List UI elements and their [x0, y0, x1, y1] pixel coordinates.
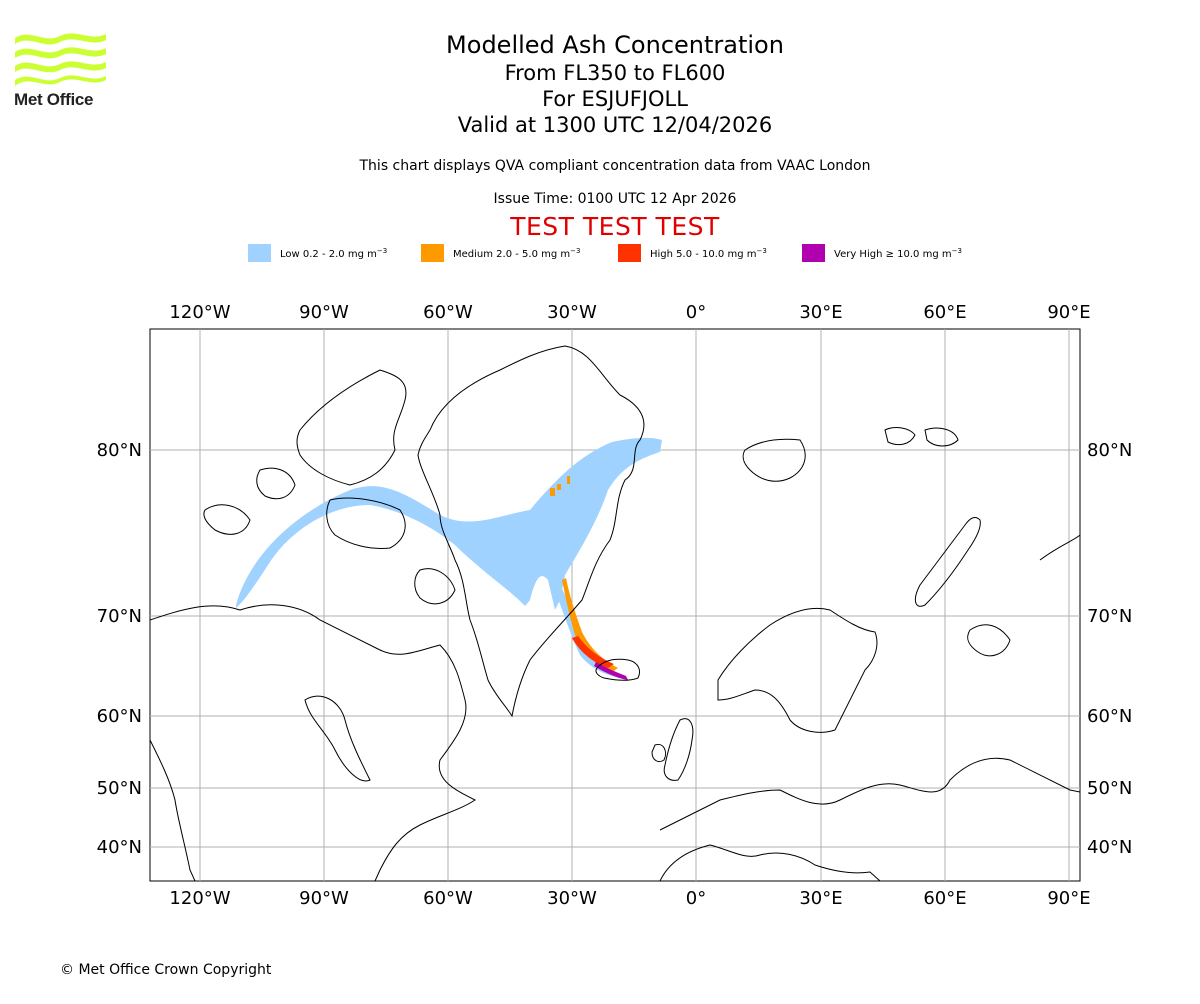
chart-description: This chart displays QVA compliant concen…	[359, 158, 871, 174]
lon-label: 30°W	[547, 888, 597, 909]
chart-title-block: Modelled Ash Concentration From FL350 to…	[0, 30, 1200, 138]
lat-label: 80°N	[1087, 440, 1132, 461]
arctic-archipelago-coastline	[296, 369, 407, 486]
coastlines	[150, 345, 1080, 881]
lon-label: 60°E	[923, 888, 966, 909]
met-office-logo: Met Office	[14, 30, 110, 112]
copyright-notice: © Met Office Crown Copyright	[60, 962, 272, 978]
lon-label: 90°W	[299, 888, 349, 909]
lat-label: 40°N	[97, 837, 142, 858]
legend-label-medium: Medium 2.0 - 5.0 mg m	[453, 248, 571, 260]
lon-label: 0°	[686, 888, 706, 909]
lon-labels-top: 120°W 90°W 60°W 30°W 0° 30°E 60°E 90°E	[169, 302, 1090, 323]
met-office-waves-icon	[15, 33, 106, 86]
legend-label-high: High 5.0 - 10.0 mg m	[650, 248, 757, 260]
svalbard-coastline	[742, 438, 806, 482]
ash-high-region	[572, 636, 614, 668]
legend-label-low: Low 0.2 - 2.0 mg m	[280, 248, 377, 260]
lon-label: 30°W	[547, 302, 597, 323]
novaya-zemlya-coastline	[914, 517, 981, 607]
legend-swatch-very-high	[802, 244, 825, 262]
legend-swatch-high	[618, 244, 641, 262]
volcano-name: For ESJUFJOLL	[542, 87, 688, 111]
europe-coastline	[659, 757, 1080, 831]
lon-label: 60°W	[423, 888, 473, 909]
lat-labels-right: 80°N 70°N 60°N 50°N 40°N	[1087, 440, 1132, 858]
lon-label: 120°W	[169, 888, 230, 909]
legend-item-medium: Medium 2.0 - 5.0 mg m−3	[421, 244, 580, 262]
lat-labels-left: 80°N 70°N 60°N 50°N 40°N	[97, 440, 142, 858]
lat-label: 70°N	[97, 606, 142, 627]
lon-label: 60°E	[923, 302, 966, 323]
lat-label: 50°N	[1087, 778, 1132, 799]
lon-label: 0°	[686, 302, 706, 323]
legend-item-high: High 5.0 - 10.0 mg m−3	[618, 244, 767, 262]
scandinavia-coastline	[717, 607, 878, 733]
legend-swatch-medium	[421, 244, 444, 262]
lon-label: 90°E	[1047, 302, 1090, 323]
lon-label: 120°W	[169, 302, 230, 323]
chart-title: Modelled Ash Concentration	[446, 31, 784, 59]
test-banner: TEST TEST TEST	[510, 212, 720, 241]
lat-label: 40°N	[1087, 837, 1132, 858]
lon-labels-bottom: 120°W 90°W 60°W 30°W 0° 30°E 60°E 90°E	[169, 888, 1090, 909]
legend-item-low: Low 0.2 - 2.0 mg m−3	[248, 244, 387, 262]
lon-label: 60°W	[423, 302, 473, 323]
lat-label: 50°N	[97, 778, 142, 799]
ash-very-high-region	[594, 662, 628, 680]
legend-swatch-low	[248, 244, 271, 262]
lon-label: 30°E	[799, 302, 842, 323]
valid-time: Valid at 1300 UTC 12/04/2026	[457, 113, 773, 137]
north-america-coastline	[150, 604, 476, 881]
iceland-coastline	[595, 658, 641, 681]
greenland-coastline	[417, 345, 645, 718]
legend-label-very-high: Very High ≥ 10.0 mg m	[834, 248, 952, 260]
map-content	[150, 329, 1080, 881]
met-office-logo-text: Met Office	[14, 90, 94, 109]
uk-coastline	[663, 718, 694, 781]
lat-label: 60°N	[1087, 706, 1132, 727]
lat-label: 70°N	[1087, 606, 1132, 627]
lon-label: 90°E	[1047, 888, 1090, 909]
lat-label: 60°N	[97, 706, 142, 727]
lon-label: 30°E	[799, 888, 842, 909]
map-frame	[149, 328, 1081, 882]
issue-time: Issue Time: 0100 UTC 12 Apr 2026	[493, 191, 737, 207]
legend-item-very-high: Very High ≥ 10.0 mg m−3	[802, 244, 962, 262]
lon-label: 90°W	[299, 302, 349, 323]
lat-label: 80°N	[97, 440, 142, 461]
flight-level-range: From FL350 to FL600	[504, 61, 726, 85]
